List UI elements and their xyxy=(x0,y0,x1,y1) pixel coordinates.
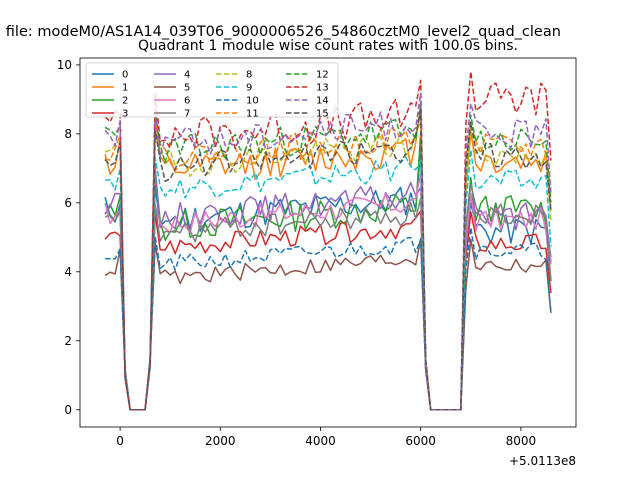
series-line-14 xyxy=(104,92,552,411)
x-tick-label: 8000 xyxy=(506,434,537,448)
legend-label-11: 11 xyxy=(246,109,259,120)
series-line-4 xyxy=(104,165,552,411)
legend-label-6: 6 xyxy=(184,96,190,107)
chart-title: Quadrant 1 module wise count rates with … xyxy=(138,38,518,54)
series-line-9 xyxy=(104,149,552,411)
y-tick-label: 4 xyxy=(64,265,72,279)
x-tick-label: 0 xyxy=(116,434,124,448)
legend-frame xyxy=(85,62,339,118)
series-line-13 xyxy=(104,70,552,411)
y-tick-label: 6 xyxy=(64,196,72,210)
plot-frame xyxy=(79,57,577,428)
x-tick-label: 4000 xyxy=(305,434,336,448)
series-line-12 xyxy=(104,102,552,411)
legend-label-5: 5 xyxy=(184,83,190,94)
legend-label-15: 15 xyxy=(316,109,329,120)
x-offset-label: +5.0113e8 xyxy=(509,454,576,468)
legend-label-4: 4 xyxy=(184,70,190,81)
y-tick-label: 0 xyxy=(64,403,72,417)
series-line-10 xyxy=(105,226,552,411)
legend-label-14: 14 xyxy=(316,96,329,107)
series-line-6 xyxy=(104,173,552,411)
legend-label-12: 12 xyxy=(316,70,329,81)
legend-label-9: 9 xyxy=(246,83,252,94)
series-line-3 xyxy=(104,210,552,411)
legend-label-10: 10 xyxy=(246,96,259,107)
series-group xyxy=(104,70,552,411)
series-line-5 xyxy=(104,237,552,411)
y-axis: 0 2 4 6 8 10 xyxy=(57,58,80,417)
chart-suptitle: n file: modeM0/AS1A14_039T06_9000006526_… xyxy=(0,24,561,40)
x-tick-label: 6000 xyxy=(405,434,436,448)
y-tick-label: 10 xyxy=(57,58,72,72)
series-line-1 xyxy=(104,103,552,411)
series-line-15 xyxy=(104,109,552,411)
legend-label-7: 7 xyxy=(184,109,190,120)
legend-label-3: 3 xyxy=(122,109,128,120)
legend-label-0: 0 xyxy=(122,70,128,81)
x-axis: 0 2000 4000 6000 8000 xyxy=(116,427,536,448)
y-tick-label: 2 xyxy=(64,334,72,348)
series-line-7 xyxy=(104,183,552,411)
legend-label-8: 8 xyxy=(246,70,252,81)
legend-label-13: 13 xyxy=(316,83,329,94)
y-tick-label: 8 xyxy=(64,127,72,141)
legend-label-1: 1 xyxy=(122,83,128,94)
legend-label-2: 2 xyxy=(122,96,128,107)
x-tick-label: 2000 xyxy=(205,434,236,448)
